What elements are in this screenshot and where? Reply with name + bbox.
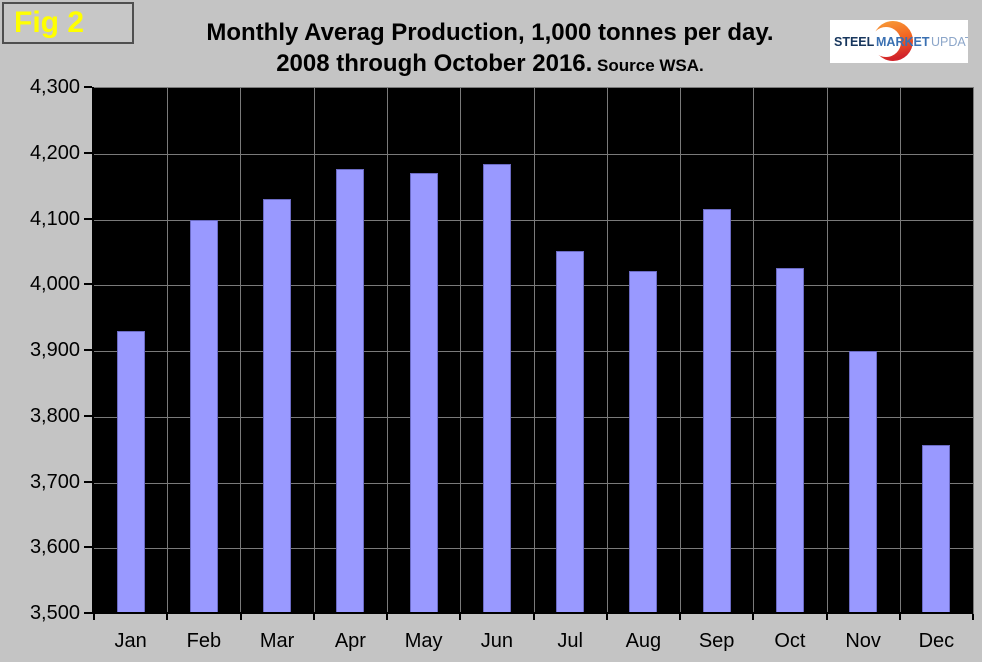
logo-word-steel: STEEL (834, 35, 875, 49)
y-axis-tick (84, 349, 92, 351)
x-axis-tick (605, 614, 608, 620)
x-axis-tick (93, 614, 95, 620)
gridline-vertical (679, 88, 681, 614)
figure-label: Fig 2 (2, 2, 134, 44)
gridline-vertical (753, 88, 755, 614)
x-axis-label-sep: Sep (698, 630, 735, 652)
logo-word-update: UPDATE (931, 35, 968, 49)
y-axis-label: 3,700 (29, 470, 80, 493)
x-axis-label-feb: Feb (186, 630, 222, 652)
bar-aug (629, 270, 658, 614)
y-axis-tick (84, 86, 92, 88)
bar-sep (702, 208, 731, 614)
y-axis-line (92, 87, 94, 614)
x-axis-tick (239, 614, 242, 620)
x-axis-label-nov: Nov (845, 630, 881, 652)
chart-title-line1: Monthly Averag Production, 1,000 tonnes … (206, 19, 774, 46)
chart-title: Monthly Averag Production, 1,000 tonnes … (135, 17, 845, 81)
x-axis-label-aug: Aug (625, 630, 662, 652)
x-axis-label-dec: Dec (918, 630, 955, 652)
bar-mar (263, 199, 292, 614)
y-axis-label: 3,900 (29, 339, 80, 361)
y-axis-tick (84, 217, 92, 220)
bar-dec (922, 445, 951, 614)
gridline-vertical (826, 88, 828, 614)
y-axis-tick (84, 151, 92, 154)
y-axis-label: 4,200 (29, 141, 80, 164)
bar-jul (556, 251, 585, 614)
x-axis-line (92, 612, 973, 614)
gridline-vertical (386, 88, 388, 614)
y-axis-tick (84, 546, 92, 549)
x-axis-tick (898, 614, 901, 620)
x-axis-tick (825, 614, 828, 620)
gridline-vertical (899, 88, 901, 614)
y-axis-label: 3,600 (29, 536, 80, 559)
gridline-vertical (167, 88, 169, 614)
steel-market-update-logo: STEEL MARKET UPDATE (830, 20, 968, 63)
chart-title-line2: 2008 through October 2016. Source WSA. (135, 48, 845, 81)
y-axis-tick (84, 480, 92, 483)
x-axis-tick (532, 614, 535, 620)
y-axis-label: 4,100 (29, 207, 80, 230)
x-axis-tick (386, 614, 388, 620)
chart-title-source: Source WSA. (592, 56, 704, 75)
x-axis-tick (166, 614, 169, 620)
x-axis-tick (752, 614, 755, 620)
bar-nov (849, 351, 878, 614)
gridline-vertical (240, 88, 242, 614)
y-axis-tick (84, 283, 92, 286)
x-axis-tick (972, 614, 974, 620)
y-axis-tick (84, 414, 92, 417)
y-axis-tick (84, 612, 92, 614)
x-axis-label-apr: Apr (334, 630, 366, 652)
bar-apr (336, 168, 365, 614)
x-axis-label-may: May (404, 630, 443, 652)
y-axis-label: 3,800 (29, 404, 80, 427)
x-axis-label-jul: Jul (557, 630, 583, 652)
x-axis-tick (679, 614, 681, 620)
y-axis-label: 4,300 (29, 76, 80, 98)
gridline-vertical (533, 88, 535, 614)
bar-may (409, 172, 438, 614)
x-axis-tick (459, 614, 462, 620)
x-axis-tick (312, 614, 315, 620)
logo-word-market: MARKET (876, 35, 930, 49)
x-axis-label-mar: Mar (259, 630, 295, 652)
gridline-vertical (460, 88, 462, 614)
gridline-vertical (606, 88, 608, 614)
bar-jan (116, 331, 145, 614)
plot-area (94, 87, 974, 614)
x-axis-label-jun: Jun (480, 630, 513, 652)
bar-feb (189, 219, 218, 614)
gridline-vertical (313, 88, 315, 614)
chart-title-dates: 2008 through October 2016. (276, 50, 593, 77)
bar-oct (775, 268, 804, 614)
bar-jun (482, 164, 511, 614)
x-axis-label-oct: Oct (774, 630, 806, 652)
logo-crescent-icon: STEEL MARKET UPDATE (834, 21, 968, 61)
y-axis-label: 4,000 (29, 273, 80, 296)
x-axis-label-jan: Jan (114, 630, 147, 652)
y-axis-label: 3,500 (29, 602, 80, 624)
